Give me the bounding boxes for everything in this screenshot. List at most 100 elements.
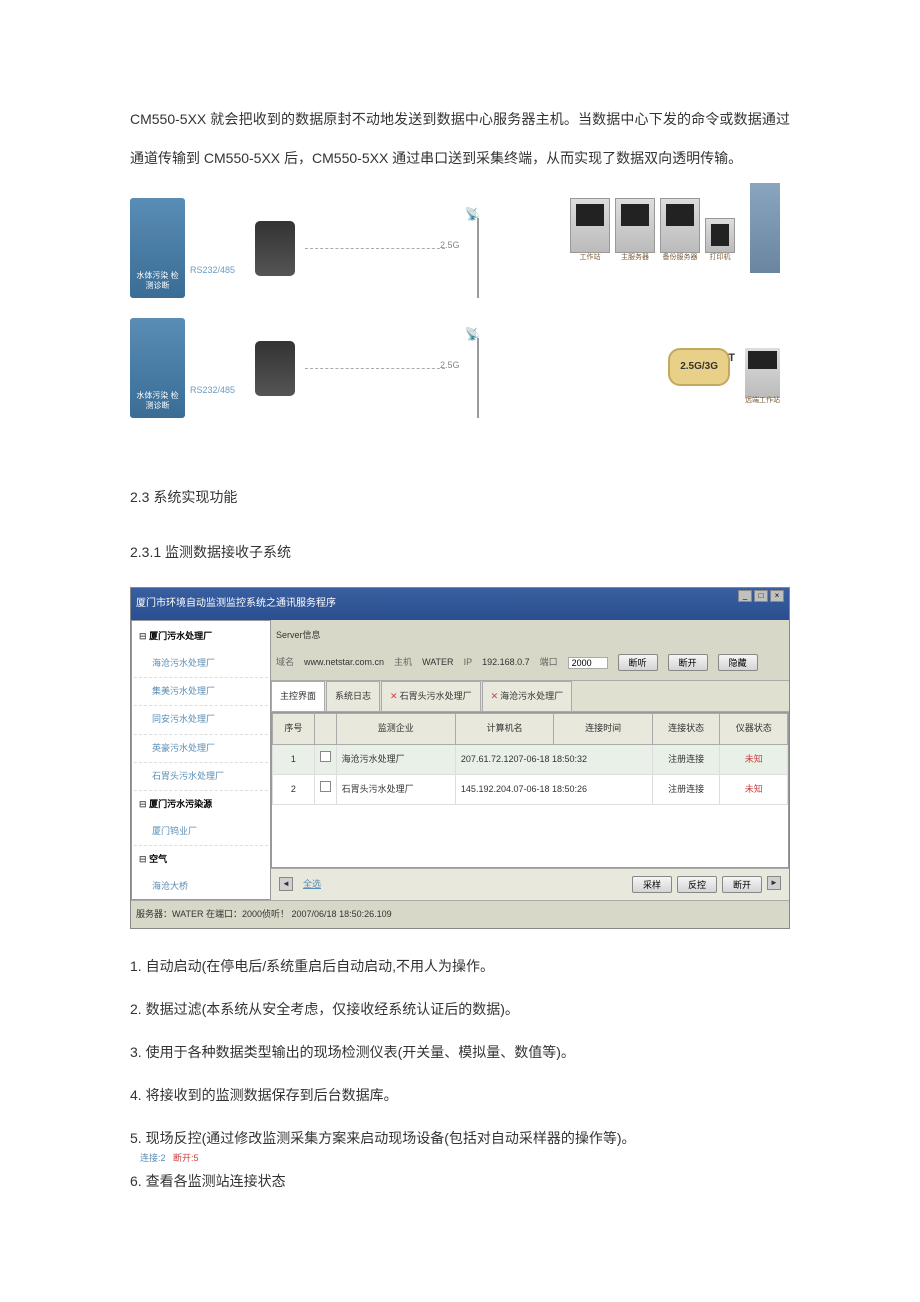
- server-info-panel: Server信息 域名 www.netstar.com.cn 主机 WATER …: [271, 620, 789, 681]
- diagram-row-1: RS232/485 2.5G 工作站 主服务器 备份服务器 打印机: [130, 188, 790, 308]
- pollution-monitor-1: [130, 198, 185, 298]
- server-bank: 工作站 主服务器 备份服务器 打印机: [570, 198, 735, 253]
- close-icon[interactable]: ×: [770, 590, 784, 602]
- cell: 海沧污水处理厂: [336, 744, 455, 774]
- feature-list: 1. 自动启动(在停电后/系统重启后自动启动,不用人为操作。 2. 数据过滤(本…: [130, 949, 790, 1199]
- conn-label-2: RS232/485: [190, 378, 235, 403]
- cell-check[interactable]: [314, 774, 336, 804]
- checkbox-icon[interactable]: [320, 781, 331, 792]
- sample-button[interactable]: 采样: [632, 876, 672, 893]
- tree-child[interactable]: 石胃头污水处理厂: [134, 763, 268, 791]
- th-enterprise: 监测企业: [336, 714, 455, 744]
- th-computer: 计算机名: [455, 714, 553, 744]
- cell: 未知: [720, 774, 788, 804]
- tab-log[interactable]: 系统日志: [326, 681, 380, 711]
- tree-child[interactable]: 海沧污水处理厂: [134, 650, 268, 678]
- cell: 注册连接: [652, 744, 720, 774]
- diagram-row-2: RS232/485 2.5G TERNET 2.5G/3G 远端工作站: [130, 308, 790, 428]
- ip-val: 192.168.0.7: [482, 650, 530, 675]
- signal-1: 2.5G: [440, 233, 460, 258]
- titlebar: 厦门市环境自动监测监控系统之通讯服务程序 _ □ ×: [131, 588, 789, 620]
- tree-child[interactable]: 海沧大桥: [134, 873, 268, 899]
- list-item: 2. 数据过滤(本系统从安全考虑，仅接收经系统认证后的数据)。: [130, 992, 790, 1027]
- main-content: ⊟ 厦门污水处理厂 海沧污水处理厂 集美污水处理厂 同安污水处理厂 英豪污水处理…: [131, 620, 789, 900]
- big-server-right: [750, 183, 780, 273]
- tree-root-2[interactable]: ⊟ 厦门污水污染源: [134, 791, 268, 818]
- table-row[interactable]: 2 石胃头污水处理厂 145.192.204.07-06-18 18:50:26…: [273, 774, 788, 804]
- tree-root-1[interactable]: ⊟ 厦门污水处理厂: [134, 623, 268, 650]
- hide-button[interactable]: 隐藏: [718, 654, 758, 671]
- minimize-icon[interactable]: _: [738, 590, 752, 602]
- cell: 1: [273, 744, 315, 774]
- listen-button[interactable]: 断听: [618, 654, 658, 671]
- antenna-1: [470, 203, 485, 293]
- ip-label: IP: [464, 650, 473, 675]
- data-table: 序号 监测企业 计算机名 连接时间 连接状态 仪器状态 1: [271, 712, 789, 867]
- heading-2-3-1: 2.3.1 监测数据接收子系统: [130, 533, 790, 572]
- port-input[interactable]: [568, 657, 608, 669]
- list-item: 1. 自动启动(在停电后/系统重启后自动启动,不用人为操作。: [130, 949, 790, 984]
- select-all-link[interactable]: 全选: [303, 872, 321, 897]
- intro-paragraph-part1: CM550-5XX 就会把收到的数据原封不动地发送到数据中心服务器主机。当数据中…: [130, 100, 790, 178]
- cell: 145.192.204.07-06-18 18:50:26: [455, 774, 652, 804]
- th-conntime: 连接时间: [554, 714, 652, 744]
- workstation: 工作站: [570, 198, 610, 253]
- cell: 207.61.72.1207-06-18 18:50:32: [455, 744, 652, 774]
- list-item: 5. 现场反控(通过修改监测采集方案来启动现场设备(包括对自动采样器的操作等)。: [130, 1121, 790, 1156]
- tree-panel: ⊟ 厦门污水处理厂 海沧污水处理厂 集美污水处理厂 同安污水处理厂 英豪污水处理…: [131, 620, 271, 900]
- cell-check[interactable]: [314, 744, 336, 774]
- tab-bar: 主控界面 系统日志 ✕石胃头污水处理厂 ✕海沧污水处理厂: [271, 681, 789, 712]
- list-item: 6. 查看各监测站连接状态: [130, 1164, 790, 1199]
- statusbar: 服务器：WATER 在端口：2000侦听！ 2007/06/18 18:50:2…: [131, 900, 789, 928]
- footer-buttons: 采样 反控 断开 ►: [632, 876, 781, 893]
- tab-icon: ✕: [491, 691, 499, 701]
- main-server: 主服务器: [615, 198, 655, 253]
- th-seq: 序号: [273, 714, 315, 744]
- tab-plant-1[interactable]: ✕石胃头污水处理厂: [381, 681, 481, 711]
- table-row[interactable]: 1 海沧污水处理厂 207.61.72.1207-06-18 18:50:32 …: [273, 744, 788, 774]
- conn-label-1: RS232/485: [190, 258, 235, 283]
- domain-val: www.netstar.com.cn: [304, 650, 384, 675]
- antenna-2: [470, 323, 485, 413]
- tree-child[interactable]: 同安污水处理厂: [134, 706, 268, 734]
- antenna-top-1: [468, 203, 488, 218]
- server-info-title: Server信息: [276, 623, 784, 648]
- cell: 2: [273, 774, 315, 804]
- list-item: 3. 使用于各种数据类型输出的现场检测仪表(开关量、模拟量、数值等)。: [130, 1035, 790, 1070]
- server-info-row: 域名 www.netstar.com.cn 主机 WATER IP 192.16…: [276, 648, 784, 677]
- tree-root-3[interactable]: ⊟ 空气: [134, 846, 268, 873]
- disconnect-button[interactable]: 断开: [668, 654, 708, 671]
- th-devstatus: 仪器状态: [720, 714, 788, 744]
- control-button[interactable]: 反控: [677, 876, 717, 893]
- document-container: CM550-5XX 就会把收到的数据原封不动地发送到数据中心服务器主机。当数据中…: [130, 100, 790, 1199]
- checkbox-icon[interactable]: [320, 751, 331, 762]
- tab-main[interactable]: 主控界面: [271, 681, 325, 711]
- scroll-right-icon[interactable]: ►: [767, 876, 781, 890]
- network-diagram: RS232/485 2.5G 工作站 主服务器 备份服务器 打印机 RS232/…: [130, 188, 790, 438]
- intro-text: CM550-5XX 就会把收到的数据原封不动地发送到数据中心服务器主机。当数据中…: [130, 111, 790, 166]
- cell: 未知: [720, 744, 788, 774]
- th-check: [314, 714, 336, 744]
- disconnect-button-2[interactable]: 断开: [722, 876, 762, 893]
- antenna-top-2: [468, 323, 488, 338]
- maximize-icon[interactable]: □: [754, 590, 768, 602]
- line-1: [305, 248, 445, 249]
- backup-server: 备份服务器: [660, 198, 700, 253]
- tree-child[interactable]: 英豪污水处理厂: [134, 735, 268, 763]
- tab-icon: ✕: [390, 691, 398, 701]
- domain-label: 域名: [276, 650, 294, 675]
- remote-label: 远端工作站: [745, 391, 780, 411]
- tree-child[interactable]: 厦门钨业厂: [134, 818, 268, 846]
- right-panel: Server信息 域名 www.netstar.com.cn 主机 WATER …: [271, 620, 789, 900]
- footer-bar: ◄ 全选 采样 反控 断开 ►: [271, 868, 789, 900]
- th-connstatus: 连接状态: [652, 714, 720, 744]
- scroll-left-icon[interactable]: ◄: [279, 877, 293, 891]
- list-item: 4. 将接收到的监测数据保存到后台数据库。: [130, 1078, 790, 1113]
- remote-station: 远端工作站: [745, 348, 780, 398]
- tab-plant-2[interactable]: ✕海沧污水处理厂: [482, 681, 573, 711]
- tree-child[interactable]: 集美污水处理厂: [134, 678, 268, 706]
- titlebar-controls: _ □ ×: [738, 590, 784, 618]
- footer-left: ◄ 全选: [279, 872, 321, 897]
- heading-2-3: 2.3 系统实现功能: [130, 478, 790, 517]
- window-title: 厦门市环境自动监测监控系统之通讯服务程序: [136, 590, 336, 618]
